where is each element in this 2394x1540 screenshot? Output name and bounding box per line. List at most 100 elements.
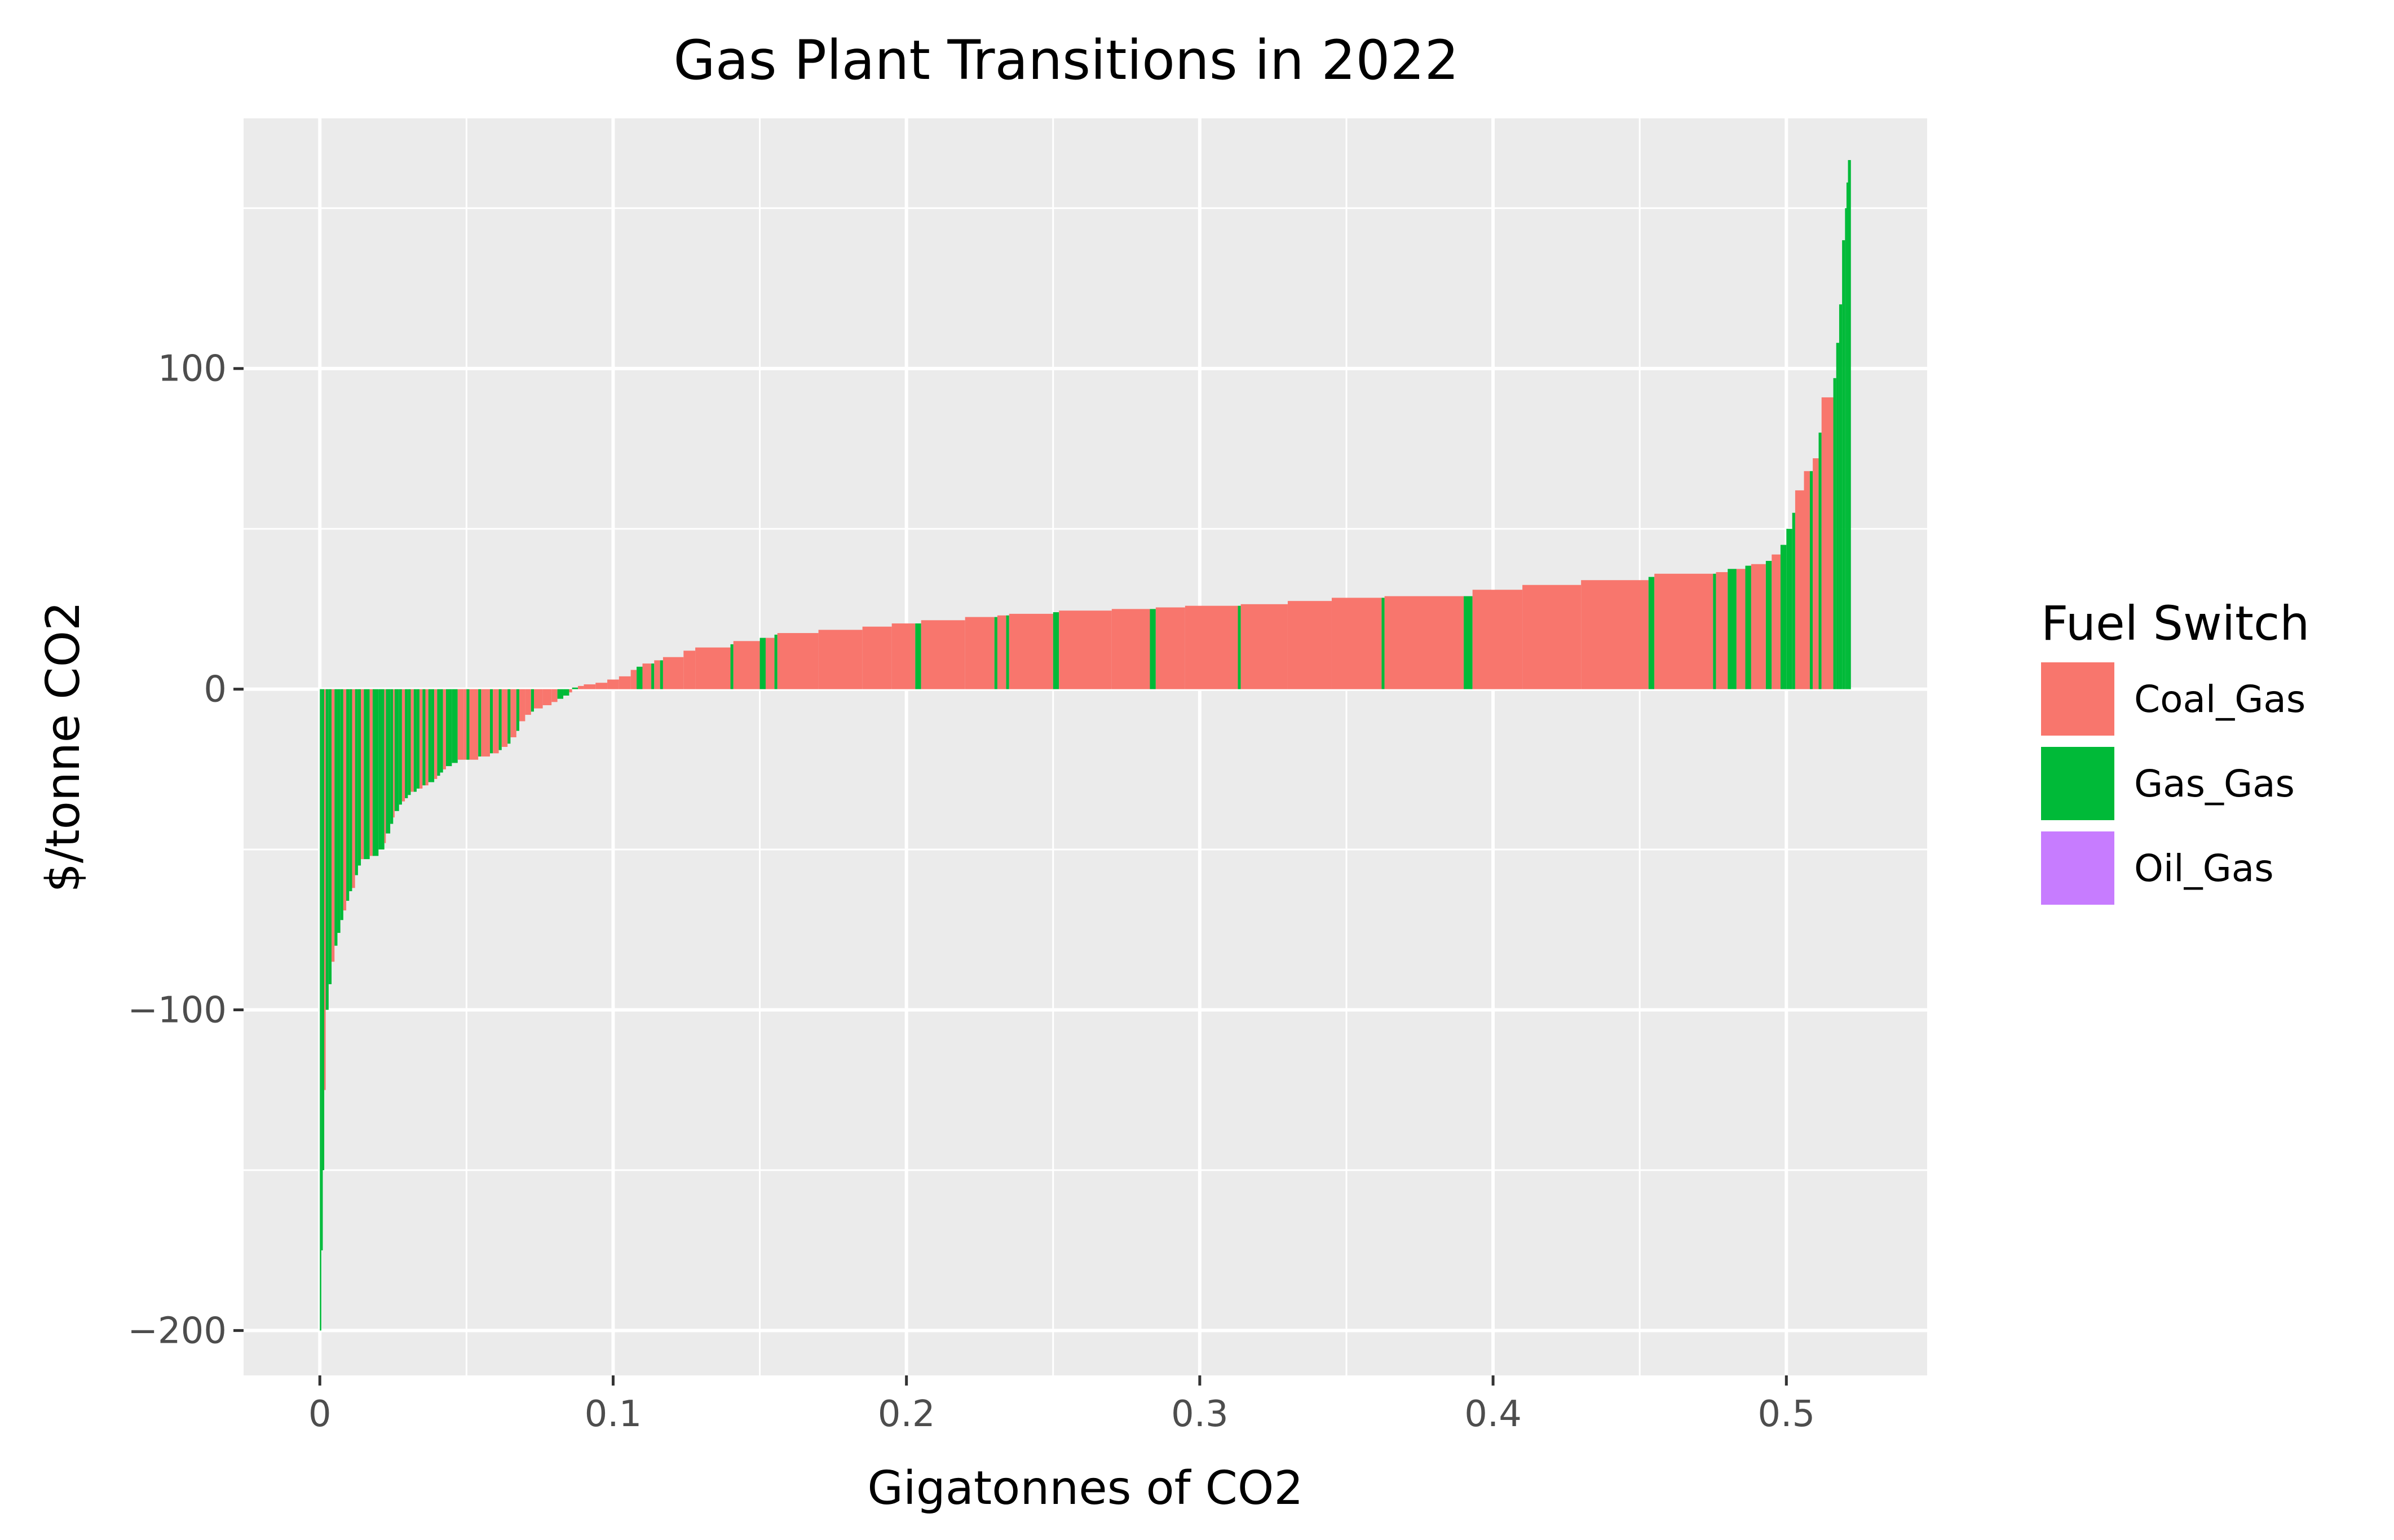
bar-gas-gas (1818, 432, 1822, 689)
y-tick-label: −100 (127, 989, 227, 1031)
bar-coal-gas (419, 689, 423, 789)
bar-gas-gas (572, 687, 578, 689)
bar-gas-gas (1053, 612, 1059, 689)
bar-coal-gas (1009, 613, 1053, 689)
bar-gas-gas (320, 689, 321, 1331)
bar-coal-gas (1472, 590, 1523, 689)
bar-gas-gas (440, 689, 443, 773)
bar-gas-gas (478, 689, 482, 757)
bar-coal-gas (352, 689, 355, 888)
bar-coal-gas (619, 676, 631, 689)
bar-coal-gas (1795, 490, 1804, 689)
bar-coal-gas (493, 689, 499, 754)
bar-coal-gas (569, 689, 572, 693)
bar-gas-gas (651, 663, 655, 689)
bar-gas-gas (413, 689, 417, 792)
bar-gas-gas (660, 660, 663, 689)
bar-gas-gas (428, 689, 431, 782)
bar-gas-gas (422, 689, 426, 786)
bar-gas-gas (399, 689, 402, 805)
bar-coal-gas (662, 657, 684, 689)
x-tick-label: 0.1 (585, 1393, 642, 1435)
bar-coal-gas (578, 685, 584, 689)
bar-coal-gas (683, 650, 696, 689)
bar-gas-gas (1833, 378, 1836, 689)
bar-gas-gas (416, 689, 420, 789)
bar-coal-gas (695, 647, 731, 689)
bar-gas-gas (346, 689, 350, 901)
bar-gas-gas (445, 689, 452, 767)
bar-coal-gas (469, 689, 479, 760)
bar-coal-gas (1185, 605, 1238, 689)
bar-gas-gas (405, 689, 408, 799)
bar-coal-gas (1384, 596, 1464, 689)
bar-coal-gas (733, 641, 760, 689)
bar-gas-gas (531, 689, 535, 712)
bar-coal-gas (443, 689, 446, 769)
bar-coal-gas (1331, 598, 1382, 689)
legend-key-gas-gas (2041, 747, 2114, 820)
bar-gas-gas (507, 689, 511, 744)
bar-coal-gas (332, 689, 335, 962)
bar-coal-gas (534, 689, 543, 709)
bar-gas-gas (489, 689, 493, 754)
bar-gas-gas (730, 644, 734, 689)
bar-gas-gas (431, 689, 435, 782)
bar-coal-gas (425, 689, 429, 786)
bar-coal-gas (1287, 601, 1332, 689)
bar-coal-gas (1813, 458, 1819, 689)
x-tick-label: 0.4 (1464, 1393, 1522, 1435)
bar-coal-gas (891, 623, 916, 689)
legend: Fuel Switch Coal_Gas Gas_Gas Oil_Gas (2041, 596, 2309, 905)
bar-gas-gas (498, 689, 502, 750)
bar-coal-gas (457, 689, 464, 760)
legend-key-coal-gas (2041, 662, 2114, 736)
bar-coal-gas (997, 615, 1006, 689)
bar-coal-gas (510, 689, 516, 737)
bar-coal-gas (501, 689, 508, 747)
bar-coal-gas (401, 689, 405, 802)
bar-series (320, 160, 1851, 1331)
bar-coal-gas (434, 689, 438, 779)
bar-gas-gas (1150, 609, 1156, 689)
x-tick-label: 0 (308, 1393, 332, 1435)
bar-gas-gas (1238, 605, 1241, 689)
bar-gas-gas (437, 689, 440, 776)
minor-gridlines (244, 118, 1927, 1375)
bar-gas-gas (1745, 565, 1751, 689)
bar-gas-gas (1464, 596, 1473, 689)
bar-coal-gas (1522, 585, 1582, 689)
bar-gas-gas (337, 689, 341, 933)
bar-gas-gas (1848, 160, 1851, 689)
bar-coal-gas (1736, 569, 1746, 689)
bar-coal-gas (1581, 580, 1649, 689)
bar-gas-gas (1836, 343, 1839, 689)
bar-gas-gas (357, 689, 361, 866)
bar-coal-gas (1240, 604, 1288, 689)
bar-gas-gas (355, 689, 358, 875)
y-axis-title: $/tonne CO2 (37, 601, 90, 893)
bar-gas-gas (452, 689, 458, 763)
bar-gas-gas (323, 689, 325, 1170)
bar-coal-gas (1772, 554, 1781, 689)
bar-coal-gas (1751, 564, 1766, 689)
bar-gas-gas (637, 666, 643, 689)
y-tick-label: −200 (127, 1310, 227, 1352)
bar-gas-gas (1648, 577, 1655, 689)
bar-gas-gas (1780, 545, 1787, 689)
bar-coal-gas (410, 689, 414, 792)
bar-gas-gas (334, 689, 338, 946)
bar-coal-gas (1059, 610, 1112, 689)
bar-coal-gas (393, 689, 395, 818)
bar-gas-gas (390, 689, 394, 824)
bar-coal-gas (1821, 397, 1834, 689)
y-tick-label: 100 (158, 348, 227, 390)
bar-coal-gas (343, 689, 347, 911)
bar-coal-gas (481, 689, 490, 757)
bar-coal-gas (463, 689, 467, 760)
bar-gas-gas (1728, 569, 1737, 689)
x-tick-label: 0.5 (1757, 1393, 1815, 1435)
bar-gas-gas (1786, 529, 1792, 689)
x-tick-label: 0.3 (1171, 1393, 1229, 1435)
bar-coal-gas (361, 689, 364, 860)
